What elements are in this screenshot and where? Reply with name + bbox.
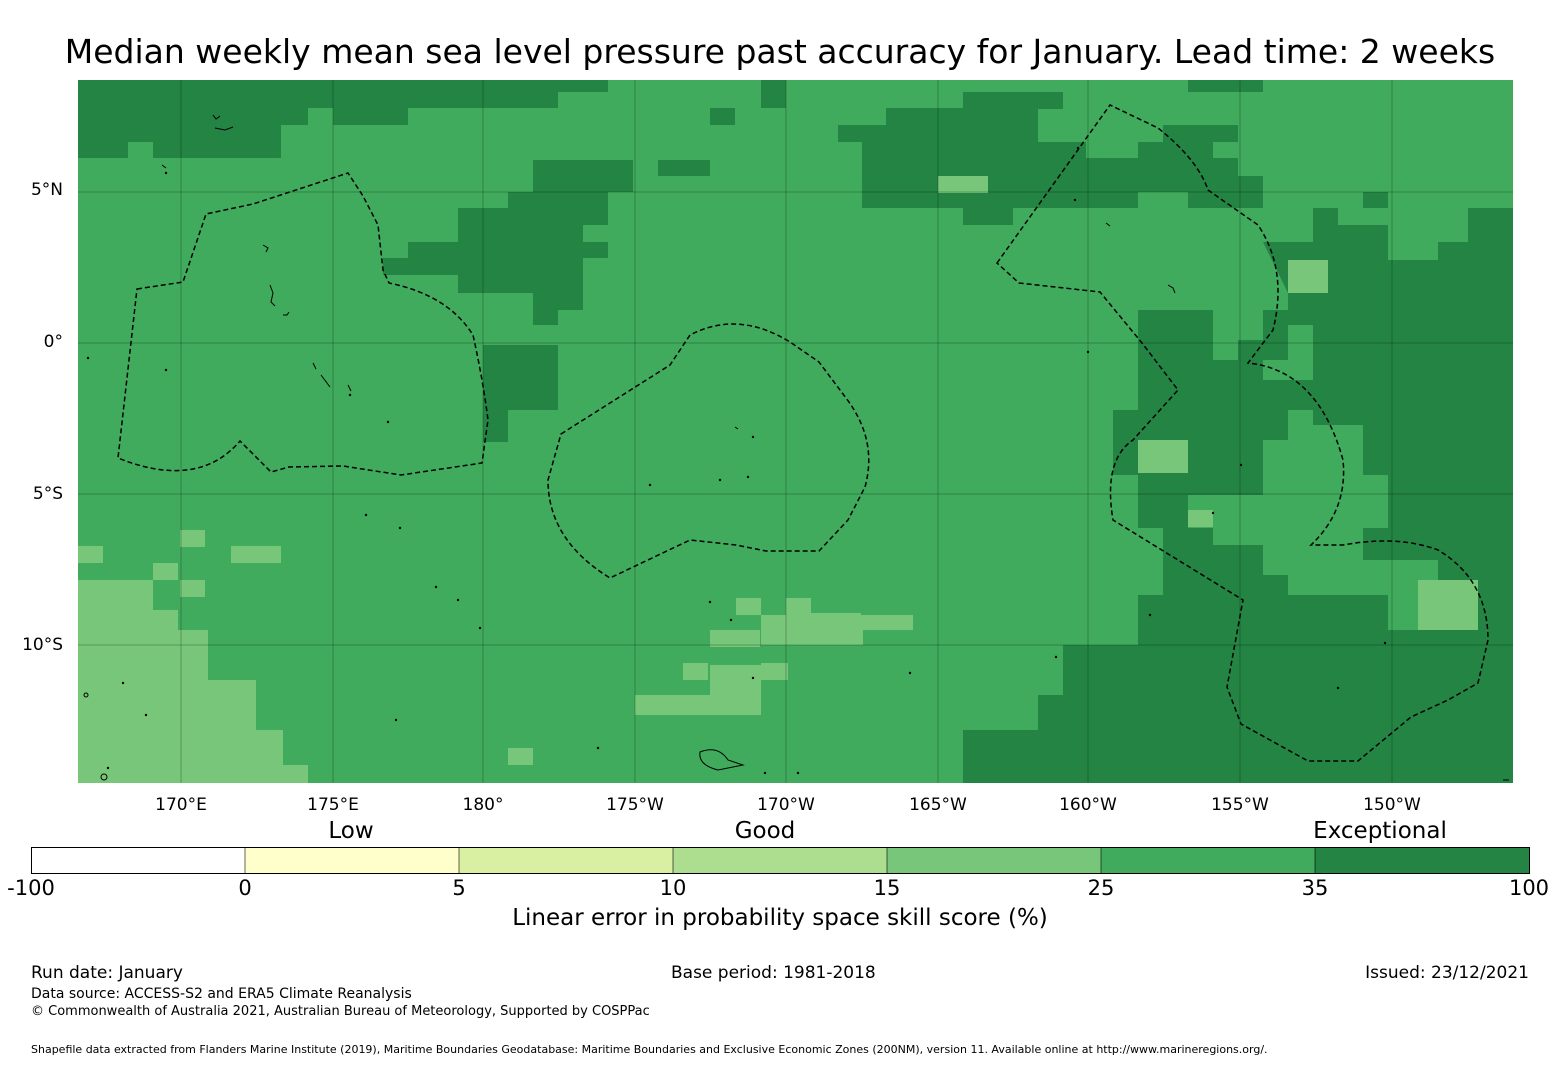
base-period: Base period: 1981-2018 xyxy=(671,963,876,983)
colorbar-tick-5: 5 xyxy=(452,876,466,900)
colorbar-frame xyxy=(31,847,1530,874)
lat-label-0: 0° xyxy=(43,332,63,352)
colorbar-tick-15: 15 xyxy=(873,876,901,900)
colorbar-segment-1 xyxy=(31,847,245,874)
colorbar-segment-7 xyxy=(1315,847,1530,874)
map-title: Median weekly mean sea level pressure pa… xyxy=(64,32,1496,71)
skill-map xyxy=(78,80,1513,783)
issued-date: Issued: 23/12/2021 xyxy=(1365,963,1529,983)
lon-label-165w: 165°W xyxy=(909,795,967,815)
colorbar-segment-5 xyxy=(887,847,1101,874)
coastlines xyxy=(83,114,1509,781)
lat-label-5s: 5°S xyxy=(32,484,63,504)
copyright: © Commonwealth of Australia 2021, Austra… xyxy=(31,1004,650,1019)
colorbar-tick-25: 25 xyxy=(1087,876,1115,900)
legend-category-low: Low xyxy=(328,818,374,844)
shapefile-credit: Shapefile data extracted from Flanders M… xyxy=(31,1043,1268,1056)
eez-boundaries xyxy=(117,104,1489,762)
colorbar-segment-3 xyxy=(459,847,673,874)
colorbar-label: Linear error in probability space skill … xyxy=(512,905,1048,931)
lon-label-150w: 150°W xyxy=(1363,795,1421,815)
lat-label-10s: 10°S xyxy=(22,635,63,655)
small-islands xyxy=(86,146,1387,775)
colorbar xyxy=(31,847,1530,874)
eez-kiribati-gilbert xyxy=(117,172,489,476)
graticule xyxy=(78,80,1513,783)
colorbar-segment-6 xyxy=(1101,847,1315,874)
colorbar-segment-4 xyxy=(673,847,887,874)
lon-label-170w: 170°W xyxy=(757,795,815,815)
colorbar-tick-neg100: -100 xyxy=(7,876,55,900)
lon-label-180: 180° xyxy=(462,795,504,815)
lon-label-160w: 160°W xyxy=(1059,795,1117,815)
eez-line-islands xyxy=(996,104,1489,762)
run-date: Run date: January xyxy=(31,963,183,983)
lat-label-5n: 5°N xyxy=(30,180,63,200)
lon-label-155w: 155°W xyxy=(1211,795,1269,815)
legend-category-exceptional: Exceptional xyxy=(1313,818,1447,844)
colorbar-tick-35: 35 xyxy=(1301,876,1329,900)
colorbar-tick-100: 100 xyxy=(1508,876,1550,900)
lon-label-175w: 175°W xyxy=(606,795,664,815)
eez-phoenix-tokelau xyxy=(547,323,870,579)
good-skill-regions xyxy=(78,176,1478,783)
colorbar-segment-2 xyxy=(245,847,459,874)
colorbar-tick-0: 0 xyxy=(238,876,252,900)
legend-category-good: Good xyxy=(734,818,796,844)
colorbar-tick-10: 10 xyxy=(659,876,687,900)
lon-label-170e: 170°E xyxy=(155,795,207,815)
lon-label-175e: 175°E xyxy=(307,795,359,815)
data-source: Data source: ACCESS-S2 and ERA5 Climate … xyxy=(31,986,412,1002)
